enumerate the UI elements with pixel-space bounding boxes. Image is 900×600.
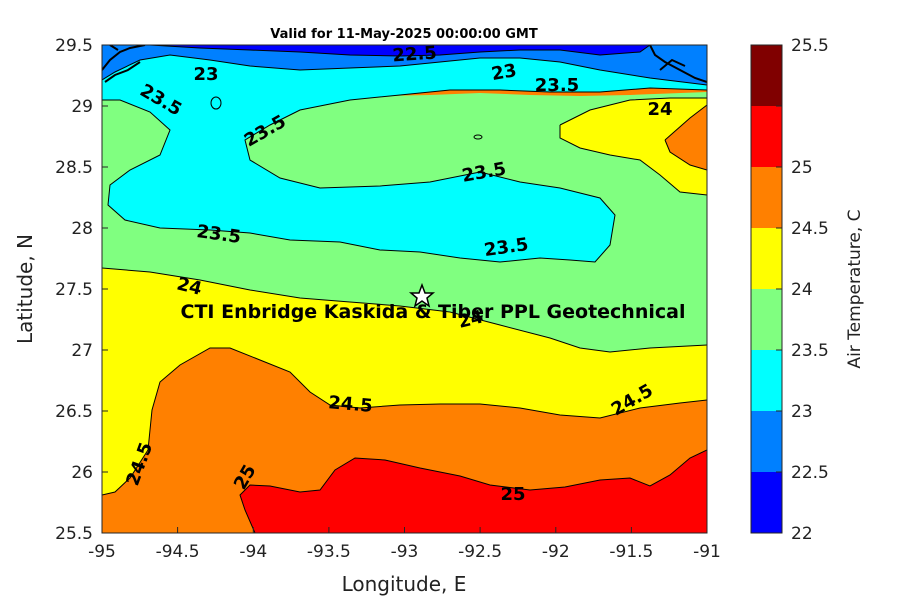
y-tick-label: 28.5 xyxy=(55,158,93,178)
contour-labels: 22.5 23 23 23.5 23.5 24 23.5 23.5 23.5 2… xyxy=(122,42,672,505)
y-tick-label: 29.5 xyxy=(55,36,93,56)
contour-label: 23 xyxy=(490,60,518,85)
colorbar-tick-label: 22 xyxy=(791,524,813,544)
colorbar-tick-label: 25 xyxy=(791,158,813,178)
x-tick-labels: -95 -94.5 -94 -93.5 -93 -92.5 -92 -91.5 … xyxy=(88,542,721,562)
colorbar-segment xyxy=(751,228,782,289)
band-24-ne xyxy=(560,98,707,195)
site-star-icon xyxy=(408,282,436,308)
y-tick-label: 29 xyxy=(71,97,93,117)
band-22-5 xyxy=(102,45,707,85)
colorbar-segment xyxy=(751,45,782,106)
contour-fill-map xyxy=(102,45,707,533)
band-24 xyxy=(102,268,707,495)
x-tick-label: -93.5 xyxy=(307,542,351,562)
contour-lines xyxy=(102,45,707,533)
band-22 xyxy=(150,45,650,56)
colorbar-tick-label: 24.5 xyxy=(791,219,829,239)
colorbar-segment xyxy=(751,472,782,533)
y-tick-label: 27.5 xyxy=(55,280,93,300)
contour-label: 23 xyxy=(193,64,218,85)
y-tick-label: 28 xyxy=(71,219,93,239)
y-axis xyxy=(102,44,108,534)
y-axis-label: Latitude, N xyxy=(13,234,37,344)
y-tick-label: 26 xyxy=(71,463,93,483)
y-tick-label: 26.5 xyxy=(55,402,93,422)
y-tick-label: 25.5 xyxy=(55,524,93,544)
contour-label: 22.5 xyxy=(392,42,438,66)
colorbar-segment xyxy=(751,411,782,472)
x-tick-label: -91 xyxy=(693,542,721,562)
x-axis-label: Longitude, E xyxy=(342,572,467,596)
contour-label: 25 xyxy=(500,484,525,505)
colorbar-label: Air Temperature, C xyxy=(845,209,865,368)
band-25 xyxy=(240,450,707,533)
colorbar-tick-label: 23.5 xyxy=(791,341,829,361)
x-tick-label: -94.5 xyxy=(156,542,200,562)
x-tick-label: -93 xyxy=(391,542,419,562)
colorbar: 22 22.5 23 23.5 24 24.5 25 25.5 xyxy=(750,36,829,544)
colorbar-tick-label: 24 xyxy=(791,280,813,300)
colorbar-tick-label: 22.5 xyxy=(791,463,829,483)
site-label: CTI Enbridge Kaskida & Tiber PPL Geotech… xyxy=(181,301,686,323)
small-cyan-spot xyxy=(211,97,221,109)
x-tick-label: -94 xyxy=(239,542,267,562)
x-tick-label: -95 xyxy=(88,542,116,562)
contour-label: 24 xyxy=(647,99,672,120)
contour-label: 24.5 xyxy=(327,392,373,417)
band-24-5-ne xyxy=(665,105,707,170)
contour-label: 23.5 xyxy=(535,75,579,96)
x-axis xyxy=(101,527,708,533)
coastline xyxy=(102,45,707,83)
y-tick-labels: 25.5 26 26.5 27 27.5 28 28.5 29 29.5 xyxy=(55,36,93,544)
colorbar-segment xyxy=(751,167,782,228)
map-title: Valid for 11-May-2025 00:00:00 GMT xyxy=(270,27,538,42)
colorbar-tick-label: 25.5 xyxy=(791,36,829,56)
x-tick-label: -92.5 xyxy=(458,542,502,562)
colorbar-segment xyxy=(751,289,782,350)
x-tick-label: -91.5 xyxy=(609,542,653,562)
x-tick-label: -92 xyxy=(542,542,570,562)
colorbar-segment xyxy=(751,350,782,411)
band-23 xyxy=(102,45,707,262)
y-tick-label: 27 xyxy=(71,341,93,361)
colorbar-segment xyxy=(751,106,782,167)
colorbar-tick-label: 23 xyxy=(791,402,813,422)
